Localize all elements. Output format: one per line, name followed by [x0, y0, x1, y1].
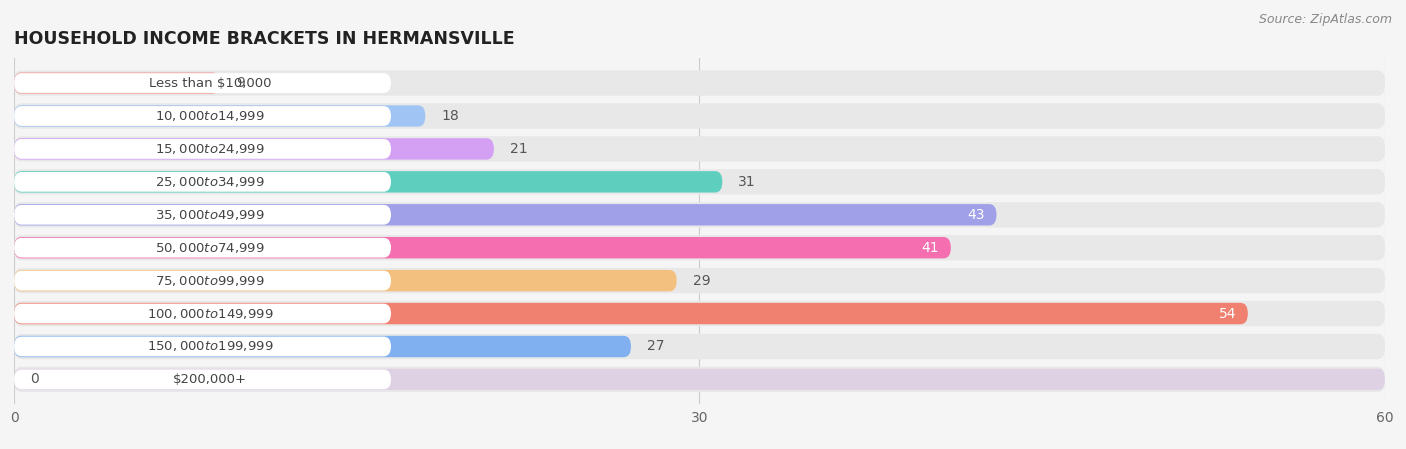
FancyBboxPatch shape [14, 205, 391, 224]
Text: 18: 18 [441, 109, 458, 123]
Text: 43: 43 [967, 208, 986, 222]
FancyBboxPatch shape [14, 334, 1385, 359]
FancyBboxPatch shape [14, 235, 1385, 260]
FancyBboxPatch shape [14, 367, 1385, 392]
FancyBboxPatch shape [14, 268, 1385, 293]
Text: $10,000 to $14,999: $10,000 to $14,999 [155, 109, 264, 123]
FancyBboxPatch shape [14, 303, 1249, 324]
Text: $75,000 to $99,999: $75,000 to $99,999 [155, 273, 264, 288]
Text: 54: 54 [1219, 307, 1236, 321]
FancyBboxPatch shape [14, 237, 950, 259]
FancyBboxPatch shape [14, 105, 426, 127]
Text: 31: 31 [738, 175, 756, 189]
FancyBboxPatch shape [14, 202, 1385, 228]
Text: Source: ZipAtlas.com: Source: ZipAtlas.com [1258, 13, 1392, 26]
Text: 0: 0 [30, 372, 39, 387]
Text: $50,000 to $74,999: $50,000 to $74,999 [155, 241, 264, 255]
FancyBboxPatch shape [14, 139, 391, 159]
FancyBboxPatch shape [14, 204, 997, 225]
FancyBboxPatch shape [14, 171, 723, 193]
Text: $15,000 to $24,999: $15,000 to $24,999 [155, 142, 264, 156]
Text: $25,000 to $34,999: $25,000 to $34,999 [155, 175, 264, 189]
FancyBboxPatch shape [14, 172, 391, 192]
FancyBboxPatch shape [14, 336, 631, 357]
FancyBboxPatch shape [14, 106, 391, 126]
Text: $150,000 to $199,999: $150,000 to $199,999 [146, 339, 273, 353]
Text: $100,000 to $149,999: $100,000 to $149,999 [146, 307, 273, 321]
Text: HOUSEHOLD INCOME BRACKETS IN HERMANSVILLE: HOUSEHOLD INCOME BRACKETS IN HERMANSVILL… [14, 31, 515, 48]
FancyBboxPatch shape [14, 370, 391, 389]
Text: 27: 27 [647, 339, 665, 353]
FancyBboxPatch shape [14, 103, 1385, 129]
FancyBboxPatch shape [14, 70, 1385, 96]
FancyBboxPatch shape [14, 238, 391, 258]
FancyBboxPatch shape [14, 73, 391, 93]
FancyBboxPatch shape [14, 72, 219, 94]
FancyBboxPatch shape [14, 271, 391, 291]
FancyBboxPatch shape [14, 337, 391, 357]
FancyBboxPatch shape [14, 301, 1385, 326]
FancyBboxPatch shape [14, 138, 494, 160]
FancyBboxPatch shape [14, 136, 1385, 162]
Text: $200,000+: $200,000+ [173, 373, 247, 386]
Text: 9: 9 [236, 76, 245, 90]
FancyBboxPatch shape [14, 270, 676, 291]
Text: 29: 29 [693, 273, 710, 288]
Text: Less than $10,000: Less than $10,000 [149, 77, 271, 89]
FancyBboxPatch shape [14, 169, 1385, 194]
Text: $35,000 to $49,999: $35,000 to $49,999 [155, 208, 264, 222]
Text: 41: 41 [922, 241, 939, 255]
Text: 21: 21 [510, 142, 527, 156]
FancyBboxPatch shape [14, 304, 391, 323]
FancyBboxPatch shape [14, 369, 1385, 390]
